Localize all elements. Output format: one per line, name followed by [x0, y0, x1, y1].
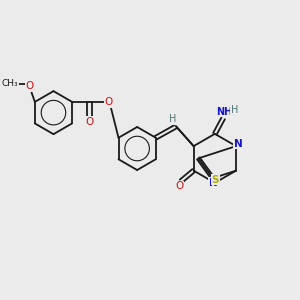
Text: O: O	[25, 81, 34, 92]
Text: N: N	[234, 139, 243, 149]
Text: S: S	[212, 175, 219, 185]
Text: S: S	[212, 175, 219, 185]
Text: H: H	[231, 105, 238, 115]
Text: H: H	[230, 105, 237, 115]
Text: CH₃: CH₃	[1, 80, 18, 88]
Text: N: N	[209, 178, 218, 188]
Text: NH: NH	[216, 107, 232, 117]
Text: NH: NH	[215, 107, 231, 117]
Text: O: O	[176, 182, 184, 191]
Text: O: O	[176, 182, 184, 191]
Text: O: O	[104, 97, 113, 107]
Text: O: O	[25, 81, 34, 92]
Text: O: O	[104, 97, 113, 107]
Text: O: O	[85, 117, 94, 127]
Text: H: H	[169, 114, 176, 124]
Text: O: O	[85, 117, 94, 127]
Text: H: H	[169, 114, 176, 124]
Text: N: N	[209, 178, 218, 188]
Text: N: N	[234, 139, 243, 149]
Text: CH₃: CH₃	[2, 80, 19, 88]
